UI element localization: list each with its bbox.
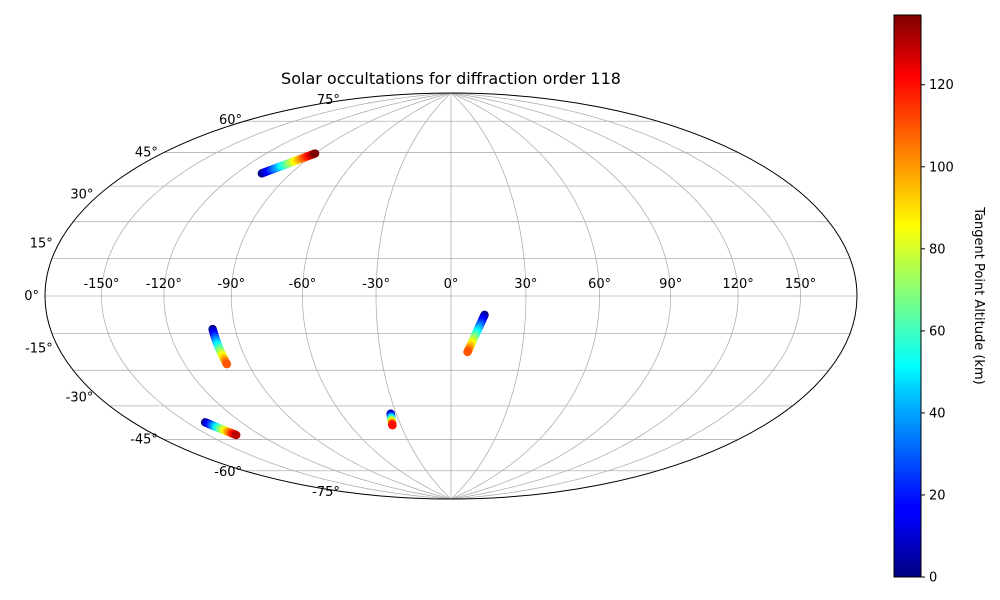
- colorbar-tick-label: 80: [929, 242, 946, 257]
- latitude-tick-label: -75°: [312, 485, 340, 500]
- data-point: [463, 347, 472, 357]
- latitude-tick-label: -60°: [214, 465, 242, 480]
- longitude-tick-label: 30°: [514, 277, 537, 292]
- colorbar-tick-label: 100: [929, 160, 954, 175]
- colorbar-tick-label: 0: [929, 571, 937, 586]
- latitude-tick-label: 45°: [135, 146, 158, 161]
- latitude-tick-label: 75°: [317, 93, 340, 108]
- longitude-tick-label: -120°: [146, 277, 182, 292]
- data-point: [310, 149, 320, 158]
- colorbar-ticks: 0 20 40 60 80 100 120: [921, 78, 954, 586]
- colorbar: 0 20 40 60 80 100 120 Tangent Point Altitude (…: [893, 14, 986, 586]
- chart-title: Solar occultations for diffraction order…: [281, 69, 621, 88]
- longitude-tick-label: 0°: [444, 277, 459, 292]
- longitude-tick-label: 150°: [785, 277, 816, 292]
- longitude-tick-label: -90°: [217, 277, 245, 292]
- colorbar-label: Tangent Point Altitude (km): [971, 206, 986, 384]
- latitude-tick-label: 30°: [70, 188, 93, 203]
- colorbar-tick-label: 120: [929, 78, 954, 93]
- latitude-tick-label: -15°: [25, 342, 53, 357]
- colorbar-tick-label: 20: [929, 489, 946, 504]
- data-point: [222, 360, 232, 369]
- latitude-tick-labels: 75° 60° 45° 30° 15° 0° -15° -30° -45° -60° -75°: [24, 93, 340, 500]
- occultation-points: [200, 149, 489, 440]
- latitude-tick-label: 60°: [219, 113, 242, 128]
- latitude-tick-label: 15°: [30, 237, 53, 252]
- colorbar-tick-label: 60: [929, 324, 946, 339]
- longitude-tick-label: 60°: [588, 277, 611, 292]
- longitude-tick-label: -30°: [362, 277, 390, 292]
- longitude-tick-label: 90°: [659, 277, 682, 292]
- data-point: [232, 430, 241, 440]
- longitude-tick-label: 120°: [722, 277, 753, 292]
- data-point: [388, 421, 397, 430]
- colorbar-tick-label: 40: [929, 406, 946, 421]
- latitude-tick-label: 0°: [24, 289, 39, 304]
- longitude-tick-labels: -150° -120° -90° -60° -30° 0° 30° 60° 90° 120° 150…: [83, 277, 816, 292]
- longitude-tick-label: -60°: [289, 277, 317, 292]
- map-boundary: [44, 92, 858, 500]
- map-grid: [45, 93, 857, 499]
- latitude-tick-label: -45°: [130, 433, 158, 448]
- latitude-tick-label: -30°: [66, 391, 94, 406]
- colorbar-gradient: [893, 14, 922, 578]
- longitude-tick-label: -150°: [83, 277, 119, 292]
